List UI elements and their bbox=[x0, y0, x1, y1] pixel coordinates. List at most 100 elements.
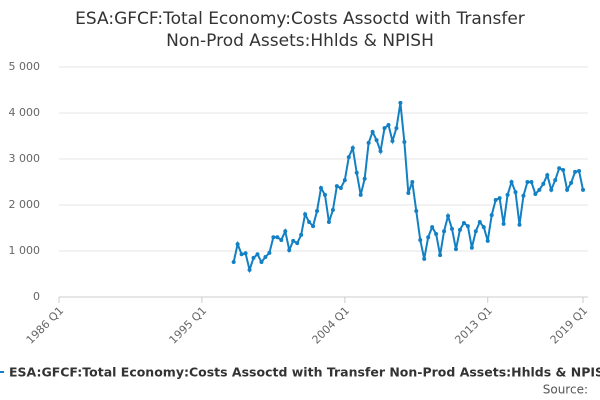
data-point bbox=[346, 155, 351, 160]
data-point bbox=[581, 187, 585, 192]
data-point bbox=[239, 252, 244, 257]
data-point bbox=[521, 193, 526, 198]
y-tick-label: 4 000 bbox=[9, 106, 41, 119]
data-point bbox=[565, 187, 570, 192]
data-point bbox=[382, 126, 387, 131]
data-point bbox=[291, 238, 296, 243]
data-point bbox=[362, 176, 367, 181]
data-point bbox=[525, 180, 530, 184]
data-point bbox=[469, 245, 474, 250]
data-point bbox=[573, 169, 578, 174]
data-point bbox=[453, 247, 458, 252]
data-point bbox=[549, 187, 554, 192]
series-line bbox=[232, 102, 584, 274]
data-point bbox=[485, 238, 490, 243]
data-point bbox=[426, 235, 431, 240]
data-point bbox=[398, 100, 403, 105]
y-tick-label: 2 000 bbox=[9, 198, 41, 211]
data-point bbox=[402, 139, 407, 144]
data-point bbox=[251, 255, 256, 260]
data-point bbox=[465, 224, 470, 229]
data-point bbox=[537, 187, 542, 192]
data-point bbox=[378, 149, 383, 154]
data-point bbox=[446, 214, 451, 219]
data-point bbox=[481, 225, 486, 230]
data-point bbox=[259, 260, 264, 265]
data-point bbox=[299, 232, 304, 237]
x-tick-label: 1995 Q1 bbox=[167, 304, 210, 347]
data-point bbox=[430, 225, 435, 230]
data-point bbox=[303, 212, 308, 217]
data-point bbox=[295, 241, 300, 246]
data-point bbox=[231, 260, 236, 265]
data-point bbox=[358, 192, 363, 197]
data-point bbox=[370, 129, 375, 134]
data-point bbox=[489, 213, 494, 218]
data-point bbox=[394, 126, 399, 131]
data-point bbox=[533, 191, 538, 196]
data-point bbox=[354, 170, 359, 175]
legend-label: ESA:GFCF:Total Economy:Costs Assoctd wit… bbox=[9, 365, 600, 380]
data-point bbox=[287, 248, 292, 253]
data-point bbox=[434, 231, 439, 236]
data-point bbox=[517, 222, 522, 227]
data-point bbox=[247, 267, 252, 272]
data-point bbox=[457, 227, 462, 232]
data-point bbox=[577, 168, 582, 173]
data-point bbox=[330, 208, 335, 213]
data-point bbox=[263, 254, 268, 259]
data-point bbox=[342, 178, 347, 183]
data-point bbox=[307, 220, 312, 225]
y-tick-label: 0 bbox=[33, 290, 40, 303]
data-point bbox=[338, 185, 343, 190]
data-point bbox=[541, 181, 546, 186]
data-point bbox=[279, 237, 284, 242]
data-point bbox=[501, 221, 506, 226]
x-tick-label: 2004 Q1 bbox=[310, 304, 353, 347]
data-point bbox=[366, 140, 371, 145]
data-point bbox=[386, 122, 391, 127]
y-tick-label: 1 000 bbox=[9, 244, 41, 257]
data-point bbox=[497, 196, 502, 201]
data-point bbox=[529, 180, 534, 184]
data-point bbox=[513, 190, 518, 195]
y-tick-label: 3 000 bbox=[9, 152, 41, 165]
data-point bbox=[545, 173, 550, 178]
data-point bbox=[553, 178, 558, 183]
data-point bbox=[418, 237, 423, 242]
data-point bbox=[275, 235, 280, 240]
data-point bbox=[477, 220, 482, 225]
data-point bbox=[422, 256, 427, 261]
data-point bbox=[438, 253, 443, 258]
data-point bbox=[442, 229, 447, 234]
data-point bbox=[461, 220, 466, 225]
data-point bbox=[414, 208, 419, 213]
data-point bbox=[322, 192, 327, 197]
data-point bbox=[450, 226, 454, 231]
data-point bbox=[473, 229, 478, 234]
data-point bbox=[235, 242, 240, 247]
x-tick-label: 2019 Q1 bbox=[548, 304, 591, 347]
data-point bbox=[561, 168, 566, 173]
data-point bbox=[509, 180, 514, 184]
data-point bbox=[255, 252, 260, 257]
data-point bbox=[311, 224, 316, 229]
data-point bbox=[410, 180, 415, 184]
data-point bbox=[557, 166, 562, 171]
data-point bbox=[283, 229, 288, 234]
data-point bbox=[390, 139, 395, 144]
data-point bbox=[493, 197, 498, 202]
x-tick-label: 1986 Q1 bbox=[24, 304, 67, 347]
source: Source: bbox=[543, 383, 588, 397]
y-tick-label: 5 000 bbox=[9, 60, 41, 73]
data-point bbox=[374, 138, 379, 143]
chart-title: ESA:GFCF:Total Economy:Costs Assoctd wit… bbox=[75, 9, 525, 51]
data-point bbox=[326, 220, 331, 225]
data-point bbox=[350, 145, 355, 150]
data-point bbox=[243, 251, 248, 256]
data-point bbox=[406, 191, 411, 196]
data-point bbox=[267, 250, 272, 255]
data-point bbox=[569, 180, 574, 185]
